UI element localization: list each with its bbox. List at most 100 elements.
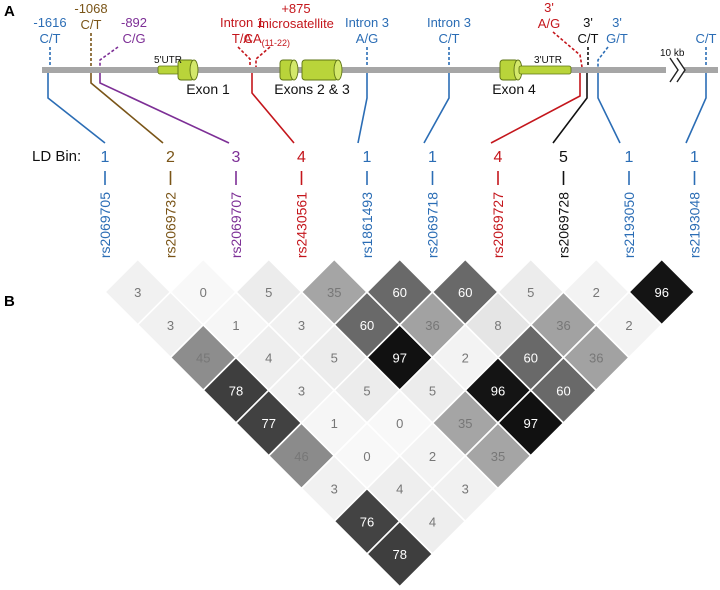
ld-value-4-10: 35 xyxy=(491,449,505,464)
ld-value-2-6: 3 xyxy=(298,383,305,398)
snp-4-annotation-line-1: Intron 1 xyxy=(220,15,264,30)
ld-value-1-3: 3 xyxy=(167,318,174,333)
ld-bin-3: 3 xyxy=(232,149,241,166)
snp-5-connector xyxy=(357,73,368,144)
snp-4-connector xyxy=(251,73,295,144)
ld-bin-4: 4 xyxy=(297,149,306,166)
ld-value-1-2: 3 xyxy=(134,285,141,300)
ld-value-5-7: 36 xyxy=(425,318,439,333)
snp-7-annotation-line-2: A/G xyxy=(538,16,560,31)
ld-value-2-9: 4 xyxy=(396,482,403,497)
ld-bin-8: 5 xyxy=(559,149,568,166)
snp-6-annotation-line-1: Intron 3 xyxy=(427,15,471,30)
microsatellite-position: +875 xyxy=(281,1,310,16)
snp-id-rs2069728: rs2069728 xyxy=(556,192,572,258)
ld-value-1-8: 3 xyxy=(331,482,338,497)
ld-value-4-8: 5 xyxy=(429,383,436,398)
snp-id-rs1861493: rs1861493 xyxy=(359,192,375,258)
snp-connectors xyxy=(47,73,707,144)
ld-value-8-10: 2 xyxy=(625,318,632,333)
ld-bin-2: 2 xyxy=(166,149,175,166)
ld-value-9-10: 96 xyxy=(655,285,669,300)
snp-3-annotation-line-1: -892 xyxy=(121,15,147,30)
ld-bin-heading: LD Bin: xyxy=(32,148,81,165)
snp-10-annotation-line-1: C/T xyxy=(696,31,717,46)
ld-value-6-7: 60 xyxy=(458,285,472,300)
ld-value-3-7: 5 xyxy=(363,383,370,398)
gene-structure: 10 kb 5'UTR 3'UTR Exon 1 Exons 2 & 3 Exo… xyxy=(42,48,718,97)
snp-10-connector xyxy=(685,73,707,144)
ld-value-2-4: 1 xyxy=(232,318,239,333)
ld-value-7-10: 36 xyxy=(589,351,603,366)
microsatellite-stem xyxy=(255,46,271,67)
ld-bin-1: 1 xyxy=(101,149,110,166)
gap-length-label: 10 kb xyxy=(660,48,685,59)
ld-heatmap: 3345787746376780143104453550233560975353… xyxy=(103,258,696,588)
snp-7-stem xyxy=(552,31,583,68)
snp-id-rs2193048: rs2193048 xyxy=(687,192,703,258)
snp-id-rs2430561: rs2430561 xyxy=(294,192,310,258)
snp-2-connector xyxy=(90,73,164,144)
ld-value-2-10: 4 xyxy=(429,514,436,529)
ld-value-4-6: 60 xyxy=(360,318,374,333)
ld-value-1-9: 76 xyxy=(360,514,374,529)
microsatellite-repeat: CA(11-22) xyxy=(244,31,290,48)
snp-2-annotation-line-1: -1068 xyxy=(74,1,107,16)
ld-bin-6: 1 xyxy=(428,149,437,166)
ld-value-7-9: 36 xyxy=(556,318,570,333)
utr-5-block xyxy=(157,65,181,75)
exon-4-label: Exon 4 xyxy=(492,81,536,97)
ld-value-4-9: 35 xyxy=(458,416,472,431)
snp-3-connector xyxy=(99,73,230,144)
ld-value-7-8: 5 xyxy=(527,285,534,300)
ld-value-2-3: 0 xyxy=(200,285,207,300)
ld-value-2-7: 1 xyxy=(331,416,338,431)
panel-b-label: B xyxy=(4,293,15,310)
snp-id-rs2069707: rs2069707 xyxy=(228,192,244,258)
snp-1-connector xyxy=(47,73,106,144)
microsatellite-label: microsatellite xyxy=(258,16,334,31)
snp-8-annotation-line-1: 3' xyxy=(583,15,593,30)
snp-7-annotation-line-1: 3' xyxy=(544,0,554,15)
snp-2-annotation-line-2: C/T xyxy=(81,17,102,32)
snp-4-stem xyxy=(237,46,251,67)
ld-value-6-10: 60 xyxy=(556,383,570,398)
utr-5-label: 5'UTR xyxy=(154,55,182,66)
ld-bin-10: 1 xyxy=(690,149,699,166)
exon-1 xyxy=(177,59,199,81)
ld-value-3-9: 2 xyxy=(429,449,436,464)
snp-id-rs2069727: rs2069727 xyxy=(490,192,506,258)
snp-id-labels: rs2069705 rs2069732 rs2069707 rs2430561 rs18… xyxy=(97,192,703,258)
exon-4 xyxy=(499,59,523,81)
snp-id-rs2069732: rs2069732 xyxy=(163,192,179,258)
snp-9-annotation-line-1: 3' xyxy=(612,15,622,30)
snp-5-annotation-line-2: A/G xyxy=(356,31,378,46)
snp-id-rs2193050: rs2193050 xyxy=(621,192,637,258)
chromosome-backbone xyxy=(42,67,718,73)
snp-id-rs2069705: rs2069705 xyxy=(97,192,113,258)
ld-value-6-8: 8 xyxy=(494,318,501,333)
ld-bin-9: 1 xyxy=(625,149,634,166)
snp-7-connector xyxy=(490,73,581,144)
ld-value-2-8: 0 xyxy=(363,449,370,464)
ld-value-5-6: 60 xyxy=(393,285,407,300)
ld-value-1-10: 78 xyxy=(393,547,407,562)
ld-value-1-7: 46 xyxy=(294,449,308,464)
exon-2 xyxy=(279,59,299,81)
snp-6-connector xyxy=(423,73,450,144)
utr-3-label: 3'UTR xyxy=(534,55,562,66)
ld-cell-9-10 xyxy=(627,258,696,326)
break-mark-left xyxy=(669,57,679,83)
ld-value-5-8: 2 xyxy=(462,351,469,366)
snp-3-stem xyxy=(99,46,119,67)
exon-2-3-label: Exons 2 & 3 xyxy=(274,81,350,97)
exon-3 xyxy=(301,59,343,81)
snp-4-annotation-line-2: T/A xyxy=(232,31,253,46)
snp-3-annotation-line-2: C/G xyxy=(122,31,145,46)
snp-1-annotation-line-2: C/T xyxy=(40,31,61,46)
break-mark-right xyxy=(676,57,686,83)
ld-value-8-9: 2 xyxy=(593,285,600,300)
snp-id-rs2069718: rs2069718 xyxy=(425,192,441,258)
ld-value-3-6: 5 xyxy=(331,351,338,366)
